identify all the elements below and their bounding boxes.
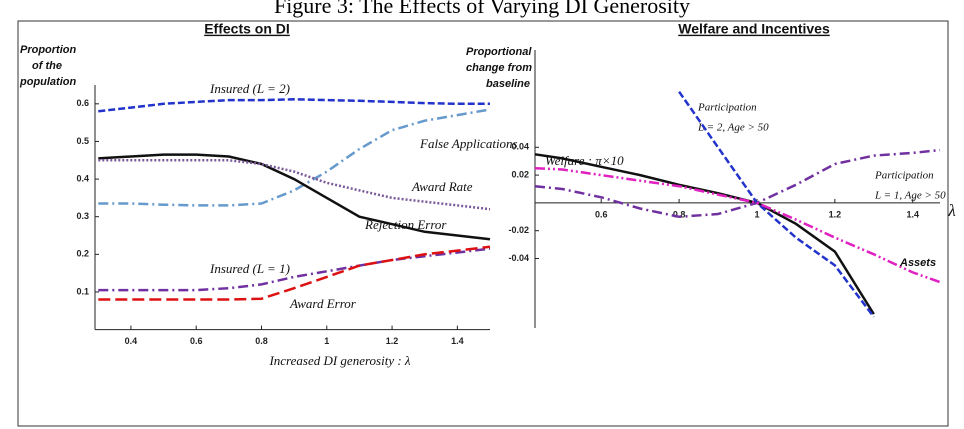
y-axis-label: population (19, 76, 76, 88)
x-tick-label: 1 (324, 336, 329, 346)
y-axis-label: change from (466, 62, 532, 74)
y-tick-label: 0.2 (76, 249, 89, 259)
series-label: Participation (697, 102, 757, 114)
x-tick-label: 1.4 (451, 336, 464, 346)
x-tick-label: 0.8 (255, 336, 268, 346)
y-axis-label: Proportional (466, 46, 532, 58)
series-line (534, 148, 941, 219)
y-tick-label: 0.5 (76, 136, 89, 146)
panel-title: Welfare and Incentives (678, 21, 830, 37)
x-tick-label: 0.6 (190, 336, 203, 346)
y-tick-label: -0.02 (508, 225, 529, 235)
series-label: Rejection Error (364, 217, 447, 232)
y-tick-label: 0.4 (76, 173, 89, 183)
x-tick-label: 1.2 (829, 209, 842, 219)
series-line (534, 166, 941, 284)
y-tick-label: 0.3 (76, 211, 89, 221)
series-line (98, 245, 491, 301)
y-axis-label: baseline (486, 78, 530, 90)
y-tick-label: 0.1 (76, 286, 89, 296)
y-tick-label: -0.04 (508, 253, 529, 263)
series-label: Insured (L = 2) (209, 81, 290, 96)
y-tick-label: 0.6 (76, 98, 89, 108)
x-axis-label: Increased DI generosity : λ (268, 353, 410, 368)
series-label: Award Rate (411, 179, 473, 194)
y-axis-label: of the (32, 60, 62, 72)
series-label: Award Error (289, 296, 357, 311)
series-label: L = 1, Age > 50 (874, 190, 946, 202)
series-label: Assets (899, 257, 936, 269)
series-line (98, 98, 490, 113)
x-tick-label: 1.4 (906, 209, 919, 219)
series-line (98, 153, 491, 241)
y-tick-label: 0.04 (511, 142, 529, 152)
x-tick-label: 1.2 (386, 336, 399, 346)
y-axis-label: Proportion (20, 44, 76, 56)
series-label: L = 2, Age > 50 (697, 122, 769, 134)
series-label: Participation (874, 170, 934, 182)
series-label: Welfare : π×10 (545, 153, 624, 168)
x-tick-label: 0.4 (125, 336, 138, 346)
x-tick-label: 0.6 (595, 209, 608, 219)
y-tick-label: 0.02 (511, 169, 529, 179)
x-axis-label: λ (947, 201, 955, 220)
x-tick-label: 0.8 (673, 209, 686, 219)
panel-title: Effects on DI (204, 21, 290, 37)
figure-title: Figure 3: The Effects of Varying DI Gene… (274, 0, 690, 18)
frame (17, 20, 949, 427)
series-line (678, 90, 875, 318)
series-line (534, 153, 875, 315)
series-label: False Applications (419, 136, 518, 151)
series-line (98, 108, 491, 207)
series-line (98, 159, 491, 211)
series-line (98, 247, 491, 292)
series-label: Insured (L = 1) (209, 261, 290, 276)
x-tick-label: 1 (754, 209, 759, 219)
